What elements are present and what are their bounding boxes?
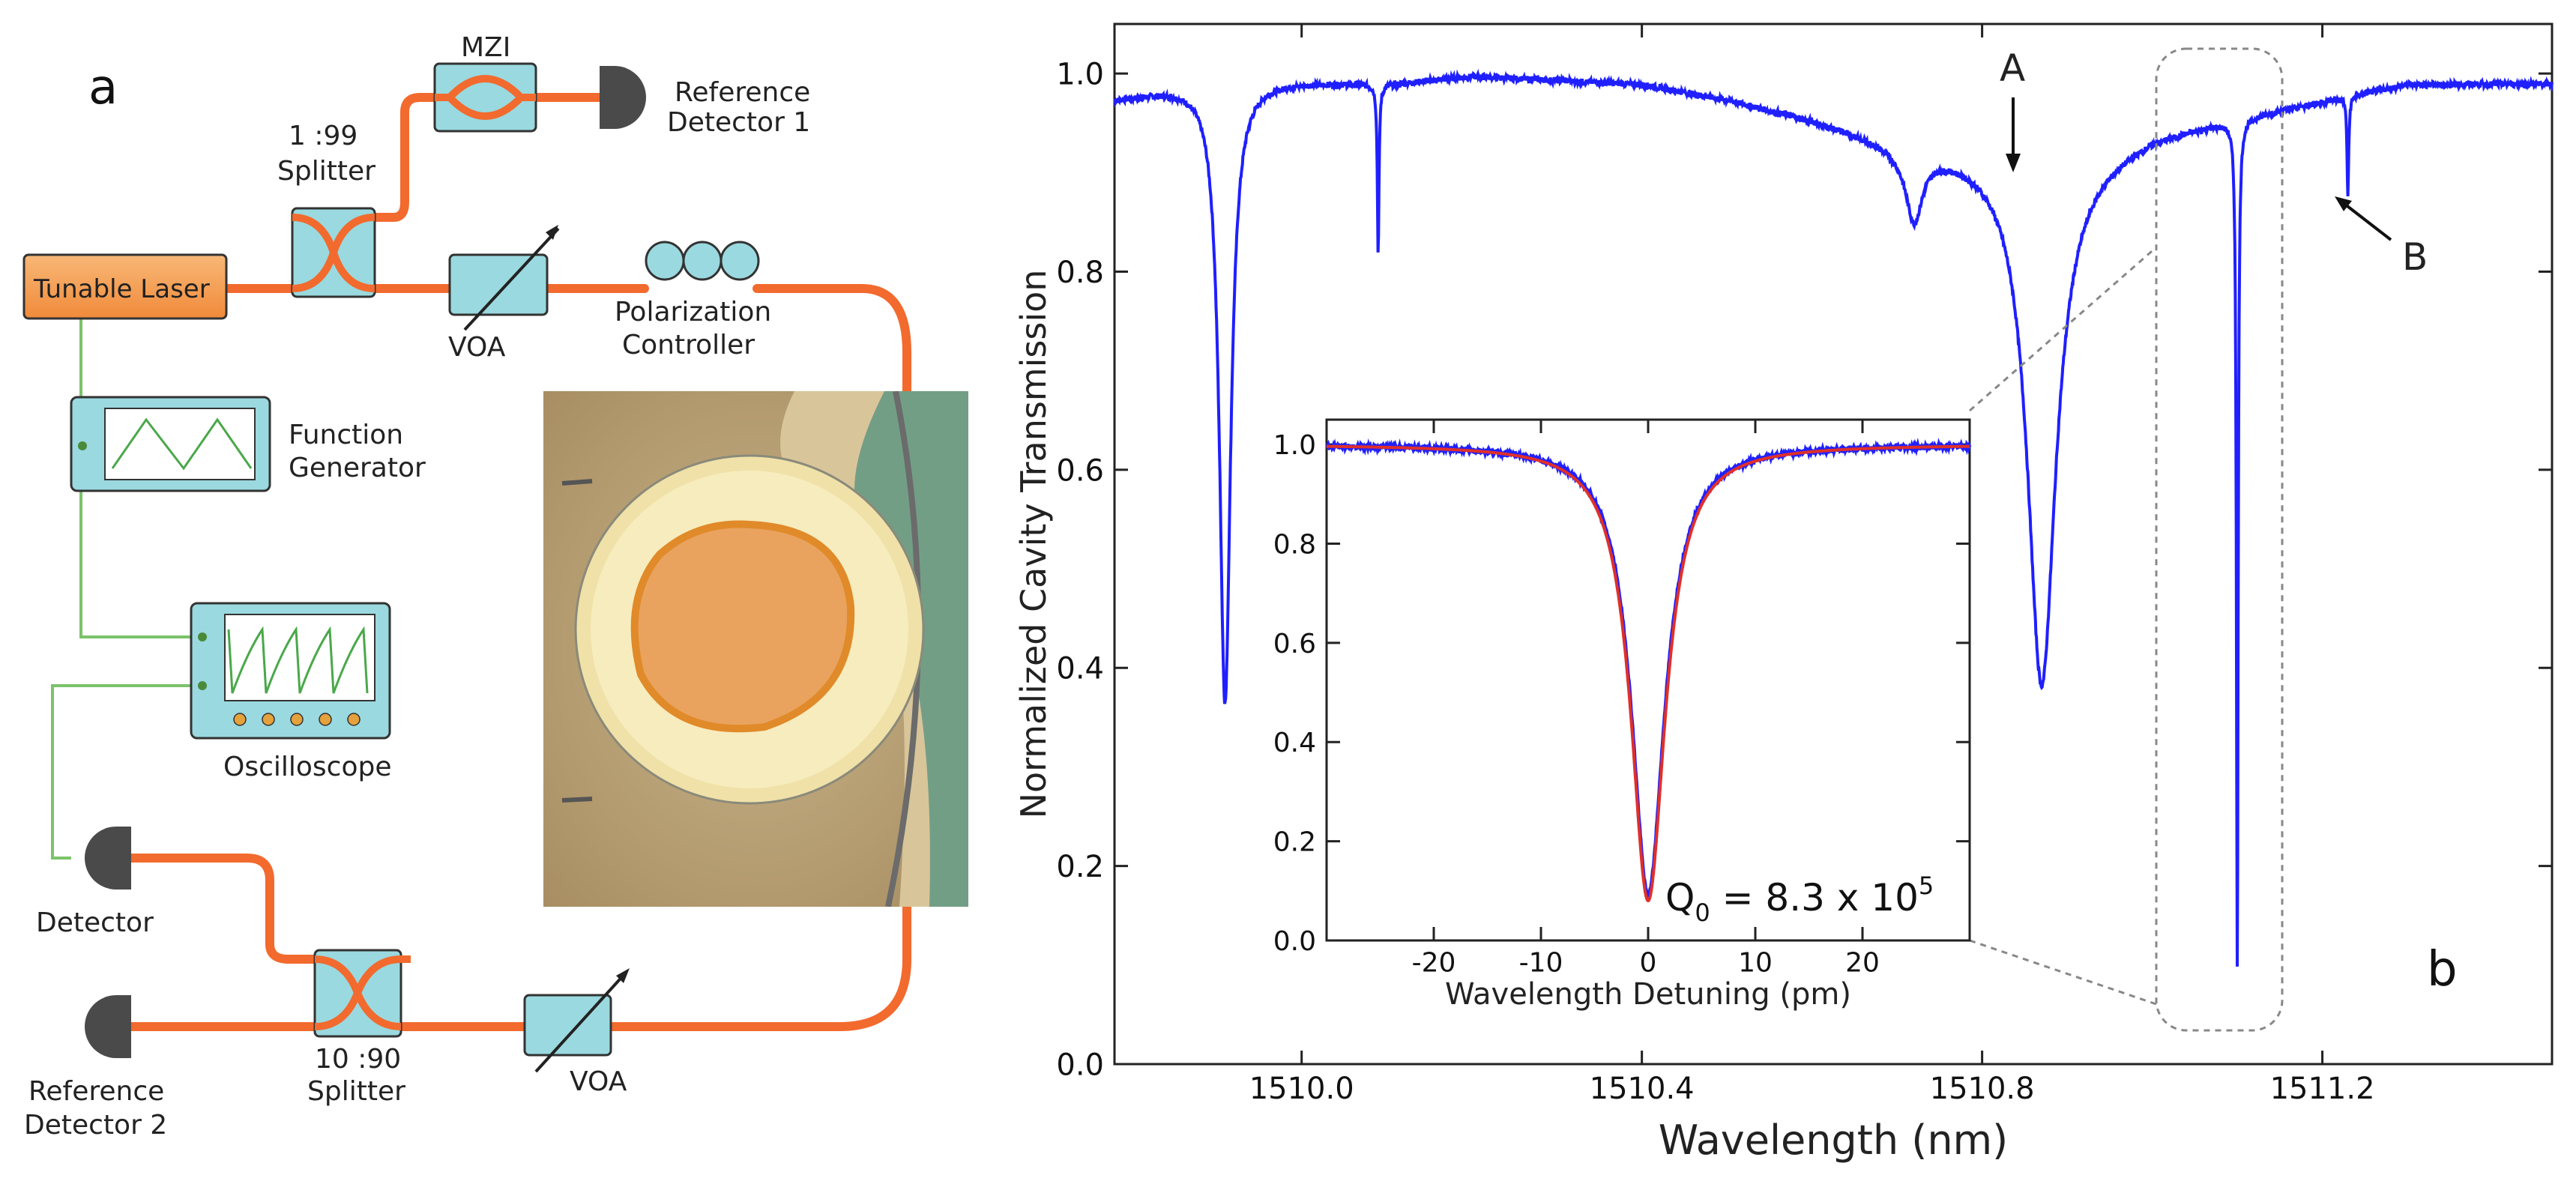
voa-top [448,225,560,331]
inset-background [1243,411,1970,939]
reference-detector-1-label-l1: Reference [675,77,810,108]
inset-q-value: = 8.3 x 10 [1710,876,1919,919]
voa-top-label: VOA [448,332,506,363]
voa-bottom [523,968,630,1073]
panel-a: a MZI Reference Detector 1 [22,32,968,1141]
function-generator-label-l2: Generator [289,453,426,483]
annotation-b-arrowhead [2335,196,2352,211]
inset-curve-group [1325,438,1972,903]
annotation-b: B [2402,235,2428,279]
zoom-connector-top [1969,246,2157,412]
inset-y-tick-label: 0.0 [1273,926,1316,957]
main-y-tick-label: 0.8 [1056,256,1104,290]
main-plot-frame [1113,22,2554,1066]
splitter-10-90-label-l2: Splitter [307,1076,405,1107]
main-x-tick-label: 1510.8 [1930,1072,2035,1106]
annotation-a: A [2000,46,2025,90]
splitter-10-90 [313,949,411,1038]
main-y-tick-label: 0.2 [1056,850,1104,884]
reference-detector-1-icon [600,66,646,129]
inset-x-tick-label: 0 [1640,947,1657,978]
inset-q-subscript: 0 [1695,898,1710,927]
reference-detector-2-label-l2: Detector 2 [24,1110,167,1141]
zoom-region-box [2155,47,2284,1032]
mzi-label: MZI [461,32,510,63]
main-y-tick-label: 0.6 [1056,453,1104,488]
inset-y-tick-label: 0.8 [1273,529,1316,560]
main-plot-curve-group [1113,68,2554,967]
inset-x-tick-label: -20 [1412,947,1456,978]
reference-detector-2-icon [85,995,131,1058]
tunable-laser-label: Tunable Laser [33,274,210,304]
mzi-component [433,62,537,133]
inset-y-tick-label: 0.4 [1273,728,1316,758]
panel-a-letter: a [88,60,118,115]
oscilloscope [190,602,391,740]
main-y-tick-label: 1.0 [1056,57,1104,91]
inset-fit-line [1327,444,1970,903]
microscope-image [543,391,968,907]
inset-y-tick-label: 0.6 [1273,629,1316,659]
inset-q-exponent: 5 [1919,872,1934,900]
detector-label: Detector [36,907,154,938]
zoom-connector-bottom [1969,939,2157,1006]
main-x-tick-label: 1510.4 [1590,1072,1695,1106]
detector-icon [85,827,131,890]
panel-b-letter: b [2427,942,2458,997]
polarization-label-l2: Controller [622,330,755,360]
reference-detector-1-label-l2: Detector 1 [667,107,810,138]
main-x-tick-label: 1510.0 [1249,1072,1354,1106]
tunable-laser [22,253,228,320]
annotation-b-arrow [2343,202,2392,241]
splitter-10-90-label-l1: 10 :90 [315,1044,401,1075]
panel-b: 1510.0 1510.4 1510.8 1511.2 0.0 0.2 0.4 0.6 0.8 1… [1013,22,2554,1164]
fiber-lines [127,93,911,1031]
main-y-tick-label: 0.0 [1056,1048,1104,1082]
inset-x-tick-label: -10 [1519,947,1563,978]
oscilloscope-label: Oscilloscope [223,752,392,782]
splitter-1-99 [291,207,376,298]
main-x-label: Wavelength (nm) [1659,1117,2008,1164]
reference-detector-2-label-l1: Reference [28,1076,164,1107]
function-generator [70,396,271,492]
polarization-controller [645,241,760,281]
splitter-1-99-label-l2: Splitter [277,156,375,187]
inset-x-label: Wavelength Detuning (pm) [1445,977,1851,1012]
inset-q-letter: Q [1665,876,1695,919]
annotation-a-arrowhead [2006,154,2021,172]
inset-y-tick-label: 1.0 [1273,430,1316,461]
main-x-tick-label: 1511.2 [2270,1072,2375,1106]
inset-x-tick-label: 10 [1738,947,1773,978]
electrical-lines [51,303,202,860]
main-axis-ticks: 1510.0 1510.4 1510.8 1511.2 0.0 0.2 0.4 0.6 0.8 1… [1056,24,2552,1106]
main-y-tick-label: 0.4 [1056,652,1104,686]
inset-y-tick-label: 0.2 [1273,827,1316,858]
main-transmission-line [1113,68,2554,967]
inset-q-annotation: Q0 = 8.3 x 105 [1665,872,1934,927]
main-y-label: Normalized Cavity Transmission [1013,270,1054,819]
inset-x-tick-label: 20 [1845,947,1880,978]
inset-axis-ticks: -20 -10 0 10 20 0.0 0.2 0.4 0.6 0.8 1.0 [1273,420,1970,978]
splitter-1-99-label-l1: 1 :99 [289,121,358,151]
voa-bottom-label: VOA [570,1066,627,1097]
polarization-label-l1: Polarization [615,297,771,327]
function-generator-label-l1: Function [289,420,403,450]
